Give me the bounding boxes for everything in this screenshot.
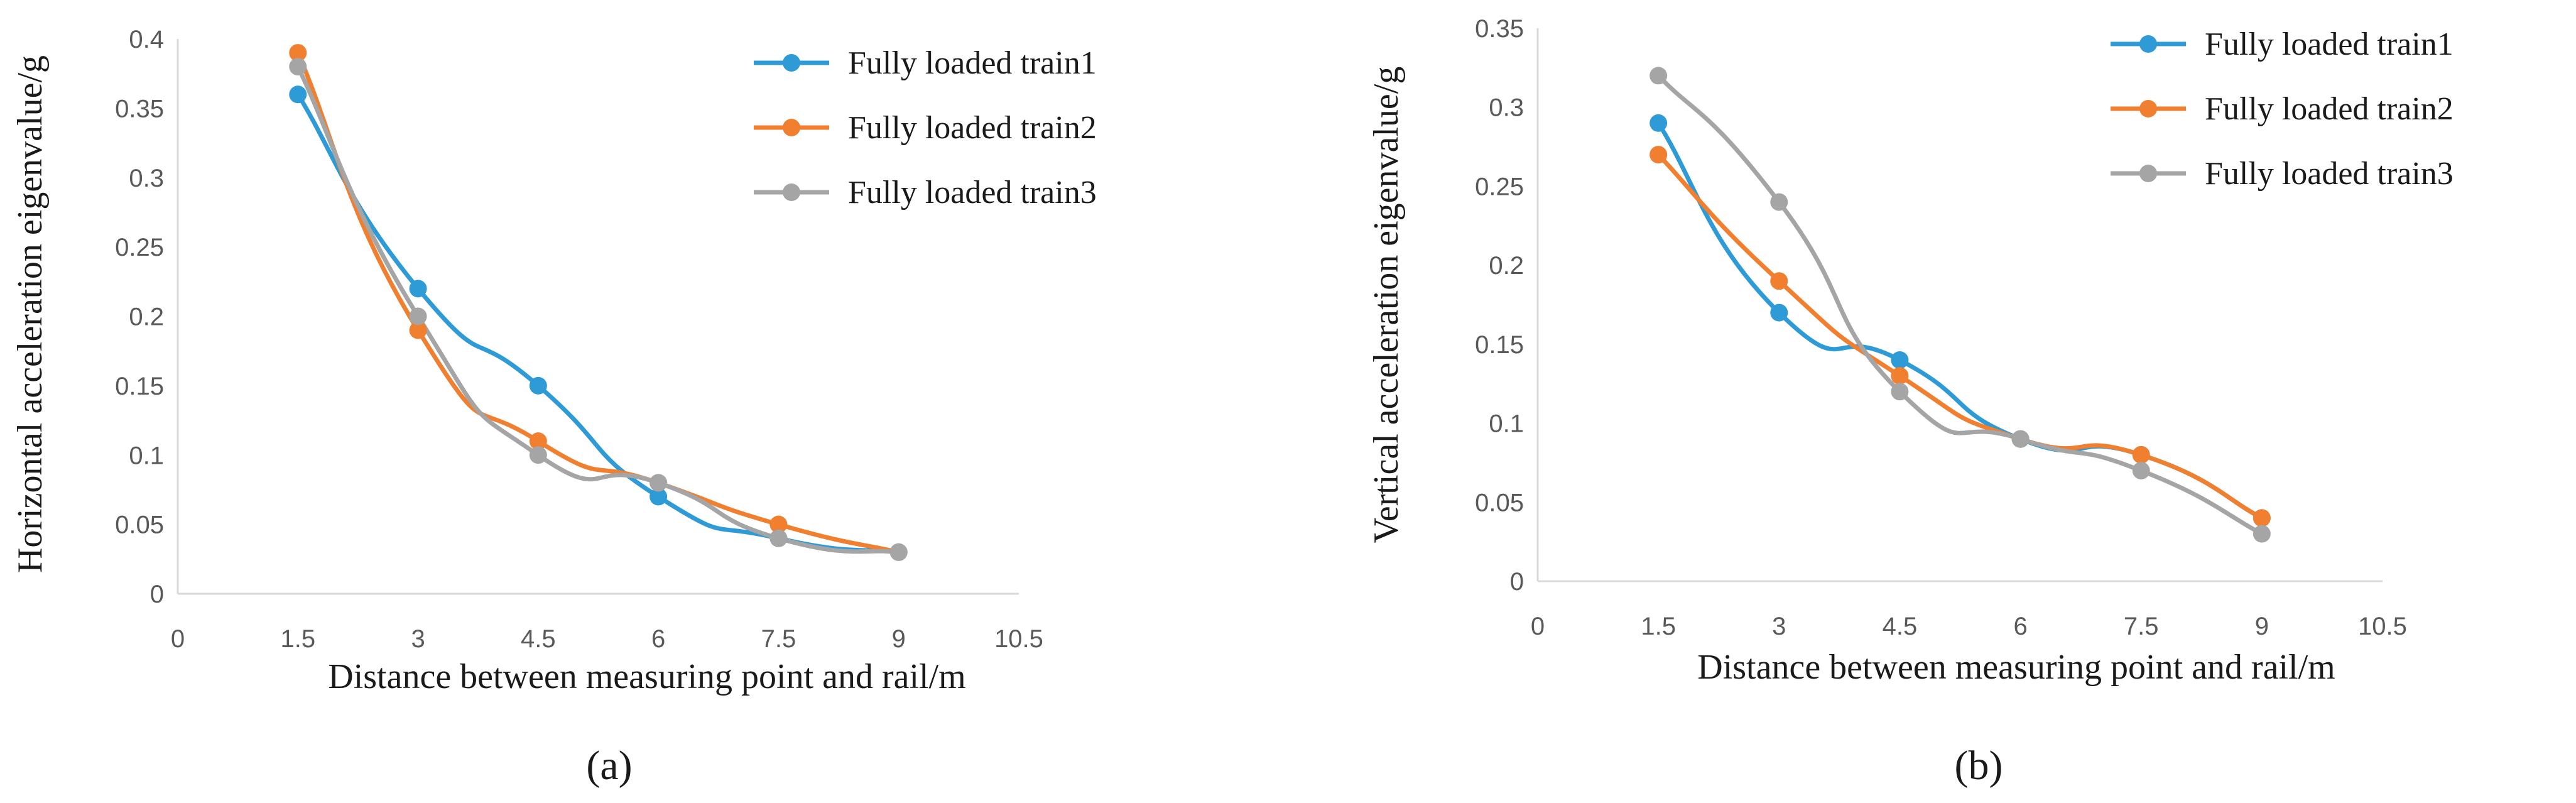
- panel-b-data-point-train2: [2132, 445, 2150, 464]
- panel-a-y-tick-label: 0.25: [115, 234, 164, 261]
- panel-b-x-tick-label: 7.5: [2124, 613, 2159, 640]
- panel-b-data-point-train2: [1649, 146, 1668, 164]
- panel-b-legend-label-train2: Fully loaded train2: [2205, 91, 2454, 127]
- panel-a-x-tick-label: 7.5: [761, 625, 796, 653]
- panel-a-y-ticks: 0 0.05 0.1 0.15 0.2 0.25 0.3 0.35 0.4: [115, 26, 164, 608]
- panel-b-legend-marker-train3: [2139, 165, 2157, 182]
- panel-a-caption: (a): [586, 743, 632, 789]
- panel-a-data-point-train2: [289, 44, 307, 62]
- panel-a-data-point-train2: [529, 432, 547, 451]
- chart-panel-b: 0 0.05 0.1 0.15 0.2 0.25 0.3 0.35 0 1.5 3 4.5 6 7.5 9…: [1367, 15, 2454, 789]
- panel-a-x-axis-title: Distance between measuring point and rai…: [328, 657, 965, 696]
- panel-b-data-point-train3: [2253, 525, 2271, 543]
- panel-a-data-point-train2: [409, 321, 427, 339]
- panel-a-y-axis-title: Horizontal acceleration eigenvalue/g: [11, 55, 50, 573]
- panel-b-x-ticks: 0 1.5 3 4.5 6 7.5 9 10.5: [1531, 613, 2407, 640]
- panel-b-y-tick-label: 0.35: [1475, 15, 1524, 43]
- panel-b-x-tick-label: 4.5: [1883, 613, 1918, 640]
- panel-b-legend-marker-train1: [2139, 35, 2157, 53]
- panel-b-y-tick-label: 0.3: [1489, 94, 1524, 122]
- panel-a-data-point-train1: [649, 488, 668, 506]
- panel-a-x-tick-label: 9: [892, 625, 906, 653]
- panel-a-legend-marker-train2: [783, 119, 800, 136]
- panel-a-legend-marker-train1: [783, 54, 800, 72]
- panel-a-legend: Fully loaded train1 Fully loaded train2 Fu…: [754, 45, 1097, 210]
- panel-b-x-axis-title: Distance between measuring point and rai…: [1697, 648, 2335, 687]
- panel-a-y-tick-label: 0: [150, 581, 164, 608]
- panel-b-data-point-train2: [1770, 272, 1788, 290]
- panel-b-y-ticks: 0 0.05 0.1 0.15 0.2 0.25 0.3 0.35: [1475, 15, 1524, 596]
- panel-b-y-tick-label: 0: [1510, 568, 1524, 596]
- panel-b-data-point-train3: [2011, 430, 2030, 448]
- panel-b-data-point-train3: [1770, 193, 1788, 211]
- panel-b-data-point-train3: [1649, 67, 1668, 85]
- panel-b-data-point-train2: [1891, 367, 1909, 385]
- panel-a-legend-label-train2: Fully loaded train2: [848, 110, 1097, 146]
- panel-a-y-tick-label: 0.2: [129, 303, 164, 331]
- panel-b-x-tick-label: 3: [1772, 613, 1786, 640]
- panel-b-x-tick-label: 1.5: [1641, 613, 1676, 640]
- panel-a-data-point-train3: [649, 474, 668, 492]
- panel-a-data-point-train3: [769, 529, 788, 547]
- panel-b-series-markers: [1649, 67, 2271, 543]
- panel-a-x-tick-label: 4.5: [521, 625, 556, 653]
- panel-b-x-tick-label: 10.5: [2358, 613, 2407, 640]
- panel-a-data-point-train1: [529, 376, 547, 395]
- panel-a-legend-marker-train3: [783, 183, 800, 201]
- panel-a-x-tick-label: 10.5: [994, 625, 1043, 653]
- panel-a-x-tick-label: 1.5: [280, 625, 315, 653]
- panel-a-x-tick-label: 3: [411, 625, 425, 653]
- panel-a-y-tick-label: 0.4: [129, 26, 164, 53]
- panel-a-data-point-train3: [409, 307, 427, 325]
- panel-b-data-point-train3: [2132, 462, 2150, 479]
- panel-a-data-point-train3: [289, 58, 307, 76]
- panel-a-y-tick-label: 0.15: [115, 373, 164, 400]
- panel-a-x-tick-label: 6: [651, 625, 665, 653]
- panel-b-data-point-train2: [2253, 509, 2271, 527]
- panel-a-series-markers: [289, 44, 908, 561]
- panel-b-y-axis-title: Vertical acceleration eigenvalue/g: [1367, 67, 1406, 544]
- panel-b-data-point-train1: [1770, 303, 1788, 322]
- panel-a-y-tick-label: 0.1: [129, 442, 164, 469]
- panel-a-x-ticks: 0 1.5 3 4.5 6 7.5 9 10.5: [171, 625, 1043, 653]
- panel-a-legend-label-train3: Fully loaded train3: [848, 175, 1097, 210]
- panel-b-y-tick-label: 0.25: [1475, 173, 1524, 200]
- panel-b-data-point-train3: [1891, 383, 1909, 401]
- panel-b-x-tick-label: 6: [2013, 613, 2027, 640]
- panel-b-legend-label-train1: Fully loaded train1: [2205, 26, 2454, 62]
- panel-a-y-tick-label: 0.05: [115, 511, 164, 539]
- panel-a-y-tick-label: 0.3: [129, 165, 164, 192]
- panel-b-data-point-train1: [1649, 114, 1668, 132]
- panel-b-x-tick-label: 9: [2255, 613, 2269, 640]
- chart-panel-a: 0 0.05 0.1 0.15 0.2 0.25 0.3 0.35 0.4 0 1.5 3 4.5 6 7…: [11, 26, 1097, 789]
- panel-b-y-tick-label: 0.2: [1489, 252, 1524, 280]
- panel-a-data-point-train1: [289, 85, 307, 104]
- panel-a-data-point-train1: [409, 280, 427, 298]
- panel-a-legend-label-train1: Fully loaded train1: [848, 45, 1097, 81]
- panel-b-legend-label-train3: Fully loaded train3: [2205, 156, 2454, 192]
- panel-b-legend-marker-train2: [2139, 100, 2157, 117]
- panel-b-legend: Fully loaded train1 Fully loaded train2 Fu…: [2111, 26, 2454, 192]
- panel-a-x-tick-label: 0: [171, 625, 185, 653]
- panel-a-data-point-train2: [769, 515, 788, 533]
- panel-a-y-tick-label: 0.35: [115, 95, 164, 123]
- panel-a-data-point-train3: [529, 446, 547, 464]
- panel-b-y-tick-label: 0.1: [1489, 410, 1524, 438]
- panel-b-caption: (b): [1955, 743, 2003, 789]
- panel-b-y-tick-label: 0.05: [1475, 489, 1524, 516]
- panel-b-data-point-train1: [1891, 351, 1909, 369]
- panel-b-x-tick-label: 0: [1531, 613, 1545, 640]
- panel-a-data-point-train3: [889, 543, 908, 561]
- panel-b-y-tick-label: 0.15: [1475, 331, 1524, 359]
